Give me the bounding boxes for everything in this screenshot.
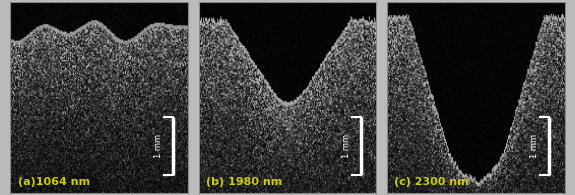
- Text: 1 mm: 1 mm: [154, 134, 163, 158]
- Text: (b) 1980 nm: (b) 1980 nm: [206, 177, 282, 187]
- Text: (c) 2300 nm: (c) 2300 nm: [394, 177, 469, 187]
- Text: 1 mm: 1 mm: [530, 134, 539, 158]
- Text: (a)1064 nm: (a)1064 nm: [18, 177, 90, 187]
- Text: 1 mm: 1 mm: [342, 134, 351, 158]
